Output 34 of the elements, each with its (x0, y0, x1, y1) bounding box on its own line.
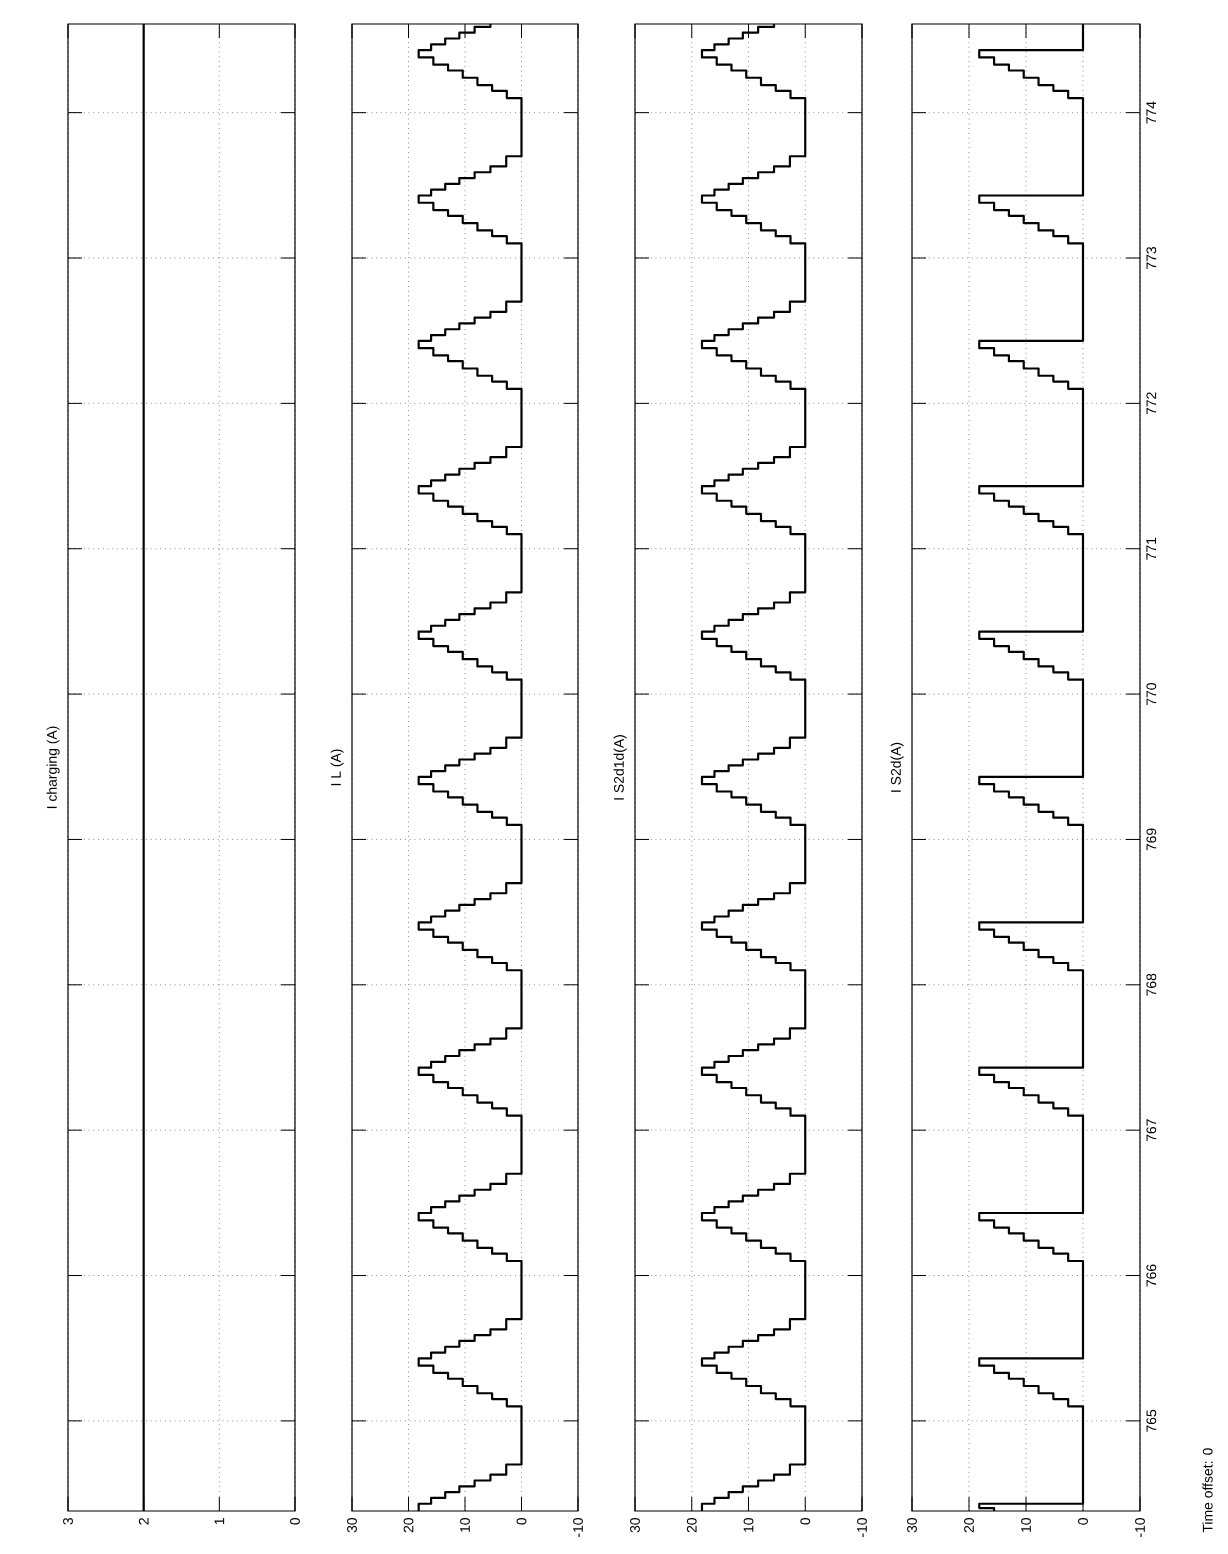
x-tick-label: 10 (1021, 1517, 1031, 1532)
x-tick-label: 20 (964, 1517, 974, 1533)
text: I L (A) (330, 749, 344, 786)
text: Time offset: 0 (1202, 1448, 1213, 1533)
text: I S2d(A) (890, 742, 904, 792)
x-tick-label: -10 (573, 1517, 583, 1537)
x-tick-label: 30 (630, 1517, 640, 1533)
x-tick-label: 20 (686, 1517, 697, 1533)
y-tick-label: 766 (1146, 1264, 1157, 1287)
y-tick-label: 768 (1146, 973, 1157, 996)
x-tick-label: 20 (403, 1517, 414, 1533)
x-tick-label: 0 (1078, 1517, 1088, 1525)
x-tick-label: 3 (63, 1518, 73, 1525)
x-tick-label: 1 (214, 1518, 225, 1525)
x-tick-label: -10 (1135, 1517, 1145, 1537)
x-tick-label: 10 (743, 1517, 754, 1532)
x-tick-label: -10 (857, 1517, 867, 1537)
text: I charging (A) (46, 726, 60, 809)
x-tick-label: 0 (516, 1517, 527, 1525)
y-tick-label: 767 (1146, 1119, 1157, 1142)
y-tick-label: 771 (1146, 537, 1156, 560)
x-tick-label: 10 (460, 1517, 470, 1532)
y-tick-label: 770 (1146, 682, 1157, 705)
y-tick-label: 774 (1146, 101, 1156, 124)
y-tick-label: 772 (1146, 392, 1157, 415)
x-tick-label: 0 (290, 1517, 300, 1525)
y-tick-label: 769 (1146, 828, 1157, 851)
x-tick-label: 2 (138, 1518, 149, 1525)
y-tick-label: 773 (1146, 247, 1157, 269)
x-tick-label: 30 (347, 1517, 357, 1533)
y-tick-label: 765 (1146, 1409, 1157, 1432)
x-tick-label: 30 (907, 1517, 917, 1533)
text: I S2d1d(A) (613, 735, 627, 800)
x-tick-label: 0 (800, 1517, 811, 1525)
